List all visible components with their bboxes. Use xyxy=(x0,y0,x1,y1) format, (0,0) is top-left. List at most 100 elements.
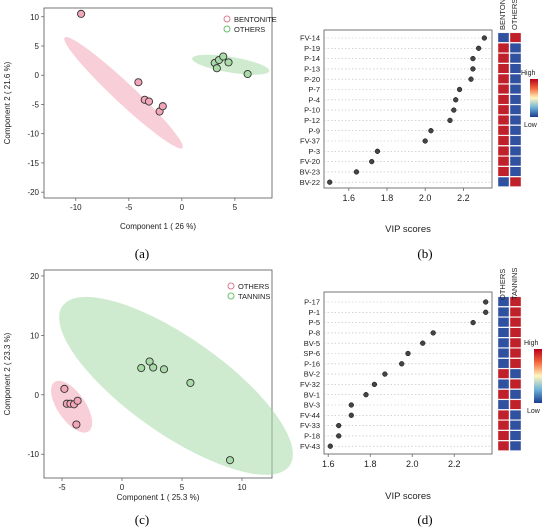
heatmap-cell xyxy=(509,63,522,74)
heatmap-cell xyxy=(497,389,510,400)
heatmap-cell xyxy=(497,145,510,156)
vip-point xyxy=(475,45,482,51)
plot-frame xyxy=(323,29,493,189)
y-tick-label: 5 xyxy=(35,42,40,51)
heatmap-cell xyxy=(497,317,510,328)
legend-marker-tannins xyxy=(227,292,235,300)
heatmap-cell xyxy=(509,53,522,64)
x-axis-label: VIP scores xyxy=(385,224,431,235)
heatmap-cell xyxy=(509,399,522,410)
legend-label-bentonite: BENTONITE xyxy=(234,15,277,24)
heatmap-cell xyxy=(509,420,522,431)
vip-point xyxy=(382,371,388,377)
heatmap-cell xyxy=(497,104,510,115)
feature-label: P-7 xyxy=(308,85,320,94)
x-tick-label: 2.2 xyxy=(457,193,470,203)
legend-label-tannins: TANNINS xyxy=(238,292,270,301)
data-point-bentonite xyxy=(134,78,143,87)
heatmap-cell xyxy=(509,104,522,115)
vip-point xyxy=(451,107,457,113)
legend-high-label: High xyxy=(521,70,536,77)
heatmap-cell xyxy=(497,358,510,369)
heatmap-cell xyxy=(509,317,522,328)
data-point-others xyxy=(73,396,82,405)
x-axis-label: Component 1 ( 26 %) xyxy=(120,222,196,231)
feature-label: P-4 xyxy=(308,95,320,104)
data-point-tannins xyxy=(145,357,154,366)
heatmap-cell xyxy=(497,63,510,74)
legend-low-label: Low xyxy=(524,122,538,129)
color-scale-legend: High Low xyxy=(524,340,542,415)
data-point-others xyxy=(219,52,228,61)
heatmap-cell xyxy=(509,430,522,441)
heatmap-cell xyxy=(497,53,510,64)
feature-label: P-13 xyxy=(304,65,320,74)
data-point-bentonite xyxy=(158,102,167,111)
heatmap-cell xyxy=(497,379,510,389)
heatmap-cell xyxy=(509,440,522,451)
vip-point xyxy=(336,422,342,429)
y-tick-label: 0 xyxy=(35,71,40,80)
vip-point xyxy=(422,138,428,144)
legend: BENTONITE OTHERS xyxy=(223,15,277,34)
vip-point xyxy=(353,169,360,175)
data-point-bentonite xyxy=(144,97,154,106)
vip-point xyxy=(456,86,463,93)
data-point-others xyxy=(212,64,221,73)
vip-point xyxy=(470,55,476,62)
vip-point xyxy=(453,97,459,103)
x-tick-label: 0 xyxy=(180,203,185,212)
feature-label: P-16 xyxy=(304,359,320,368)
legend-high-label: High xyxy=(524,340,539,347)
feature-label: P-9 xyxy=(308,126,320,135)
feature-label: FV-44 xyxy=(300,411,320,420)
feature-label: FV-43 xyxy=(300,442,320,451)
heatmap-cell xyxy=(497,135,510,146)
vip-point xyxy=(470,66,476,72)
heatmap-cell xyxy=(497,94,510,105)
heatmap-cell xyxy=(497,306,510,317)
feature-label: SP-6 xyxy=(303,349,320,358)
x-tick-label: 10 xyxy=(238,483,247,492)
x-tick-label: 2.0 xyxy=(406,459,419,469)
vip-point xyxy=(447,117,453,124)
heatmap-cell xyxy=(497,409,510,420)
feature-label: P-1 xyxy=(308,308,320,317)
vip-point xyxy=(481,35,488,41)
heatmap-cell xyxy=(509,32,522,43)
heatmap-cell xyxy=(497,399,510,410)
heatmap-cell xyxy=(497,125,510,136)
vip-point xyxy=(327,179,333,185)
heatmap-cell xyxy=(509,176,522,187)
vip-point xyxy=(428,128,434,134)
legend-label-others: OTHERS xyxy=(234,25,265,34)
x-tick-label: 5 xyxy=(233,203,238,212)
vip-point xyxy=(430,330,436,336)
data-point-tannins xyxy=(149,363,158,372)
y-tick-label: 20 xyxy=(30,272,39,281)
scores-plot-c: -5 0 5 10 20 10 0 -10 Component 1 ( 25.3 %) Com… xyxy=(3,269,293,502)
x-tick-label: 0 xyxy=(120,483,125,492)
vip-point xyxy=(327,443,333,449)
feature-label: P-17 xyxy=(304,298,320,307)
x-tick-label: 1.6 xyxy=(322,459,335,469)
heatmap-cell xyxy=(497,327,510,338)
vip-point xyxy=(483,299,489,305)
caption-b: (b) xyxy=(417,246,432,261)
vip-point xyxy=(483,309,489,315)
feature-label: BV-2 xyxy=(304,370,320,379)
y-tick-label: 0 xyxy=(35,391,40,400)
heatmap-cell xyxy=(509,348,522,359)
color-scale-legend: High Low xyxy=(521,70,538,129)
y-tick-label: -10 xyxy=(27,450,39,459)
data-point-tannins xyxy=(225,456,235,465)
feature-label: P-20 xyxy=(304,75,320,84)
plot-frame xyxy=(43,7,273,199)
heatmap-cell xyxy=(509,368,522,379)
feature-label: BV-5 xyxy=(304,339,320,348)
feature-label: P-10 xyxy=(304,106,320,115)
heatmap-cell xyxy=(509,358,522,369)
x-tick-label: 1.8 xyxy=(364,459,377,469)
legend-label-others: OTHERS xyxy=(238,282,269,291)
caption-c: (c) xyxy=(135,512,149,527)
